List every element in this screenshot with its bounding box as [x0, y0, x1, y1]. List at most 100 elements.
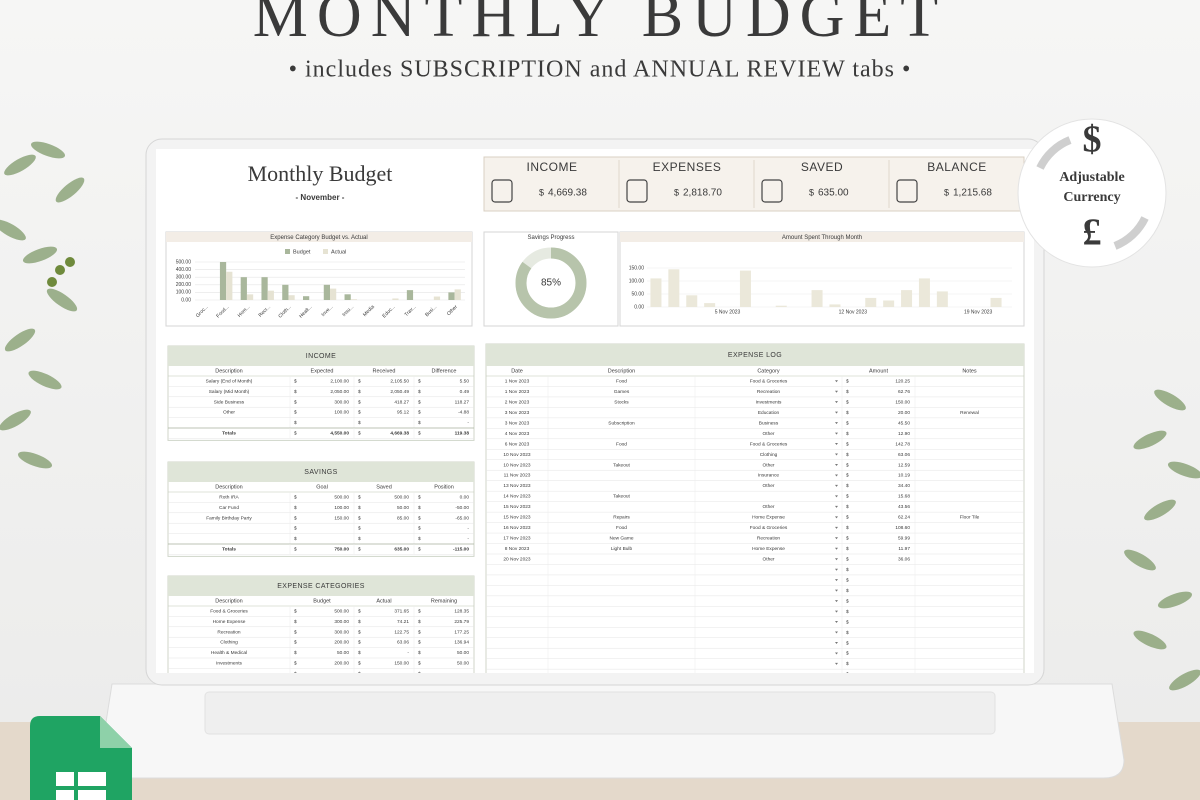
table-cell: Insurance [758, 473, 779, 479]
currency-symbol: $ [358, 505, 361, 511]
table-cell: Car Fund [219, 505, 239, 511]
table-cell: Totals [222, 546, 236, 552]
bar [226, 271, 233, 300]
table-cell: 750.00 [334, 546, 349, 552]
table-title-bar [168, 462, 474, 482]
table-cell: 150.00 [334, 515, 349, 521]
currency-symbol: $ [358, 671, 361, 677]
bar [865, 297, 877, 307]
table-cell: 14 Nov 2023 [503, 494, 531, 500]
currency-symbol: $ [294, 526, 297, 532]
leaf [4, 154, 36, 176]
currency-symbol: $ [418, 629, 421, 635]
currency-symbol: $ [294, 608, 297, 614]
currency-symbol: $ [846, 399, 849, 405]
currency-symbol: $ [418, 515, 421, 521]
currency-symbol: $ [846, 389, 849, 395]
table-cell: Recreation [757, 536, 781, 542]
table-cell: 635.00 [394, 546, 409, 552]
badge-symbol: £ [1083, 212, 1102, 254]
currency-symbol: $ [418, 410, 421, 416]
table-title: EXPENSE LOG [728, 352, 782, 359]
table-cell: 225.79 [454, 619, 469, 625]
table-cell: 4 Nov 2023 [505, 431, 530, 437]
y-tick-label: 300.00 [176, 275, 192, 281]
currency-symbol: $ [846, 598, 849, 604]
table-cell: Side Business [214, 399, 245, 405]
column-header: Notes [962, 368, 977, 374]
table-cell: 63.06 [898, 452, 910, 458]
olive [55, 265, 65, 275]
table-cell: 418.27 [394, 399, 409, 405]
table-cell: Other [763, 504, 775, 510]
currency-symbol: $ [418, 650, 421, 656]
chart-box [165, 231, 473, 327]
dropdown-arrow [835, 631, 838, 634]
dropdown-arrow [835, 600, 838, 603]
table-cell: Food & Groceries [750, 379, 788, 385]
currency-symbol: $ [418, 420, 421, 426]
table-cell: Takeout [613, 494, 630, 500]
currency-symbol: $ [846, 672, 849, 678]
leaf [1133, 630, 1167, 650]
bar [433, 296, 441, 300]
column-header: Date [511, 368, 523, 374]
olive [47, 277, 57, 287]
summary-icon [491, 179, 513, 203]
bar [246, 294, 254, 300]
table-cell: Recreation [217, 629, 241, 635]
table-cell: 150.00 [895, 399, 910, 405]
bar [990, 297, 1002, 307]
currency-symbol: $ [846, 525, 849, 531]
dropdown-arrow [835, 380, 838, 383]
leaf [1124, 549, 1156, 571]
currency-symbol: $ [846, 567, 849, 573]
x-tick-label: 19 Nov 2023 [964, 309, 993, 315]
currency-symbol: $ [846, 515, 849, 521]
leaf [55, 177, 85, 203]
icon-fold [100, 716, 132, 748]
table-title-bar [486, 344, 1024, 366]
column-header: Description [215, 598, 243, 604]
chart-box [619, 231, 1025, 327]
legend-swatch [323, 249, 328, 254]
leaf [17, 451, 53, 469]
table-cell: 3 Nov 2023 [505, 420, 530, 426]
table-cell: 500.00 [334, 494, 349, 500]
currency-symbol: $ [846, 546, 849, 552]
currency-symbol: $ [846, 431, 849, 437]
table-cell: 128.35 [454, 608, 469, 614]
y-tick-label: 500.00 [176, 259, 192, 265]
table-cell: Home Expense [752, 515, 785, 521]
dropdown-arrow [835, 547, 838, 550]
currency-symbol: $ [294, 410, 297, 416]
bar [288, 295, 295, 300]
legend-label: Actual [331, 249, 346, 255]
chart-title: Expense Category Budget vs. Actual [270, 235, 367, 241]
currency-symbol: $ [418, 378, 421, 384]
table-cell: Totals [222, 430, 236, 436]
currency-symbol: $ [358, 399, 361, 405]
table-cell: 108.60 [895, 525, 910, 531]
summary-currency: $ [674, 187, 679, 197]
currency-symbol: $ [846, 630, 849, 636]
currency-symbol: $ [358, 536, 361, 542]
currency-symbol: $ [358, 526, 361, 532]
table-cell: 10.19 [898, 473, 910, 479]
table-cell: 8 Nov 2023 [505, 546, 530, 552]
currency-symbol: $ [358, 378, 361, 384]
summary-icon [626, 179, 648, 203]
table-cell: 119.38 [455, 430, 470, 436]
bar [650, 278, 662, 307]
currency-symbol: $ [418, 640, 421, 646]
currency-symbol: $ [358, 420, 361, 426]
table-cell: Salary (Mid Month) [209, 389, 250, 395]
table-cell: Salary (End of Month) [206, 378, 253, 384]
bar [448, 292, 455, 300]
table-cell: 200.00 [334, 640, 349, 646]
currency-symbol: $ [418, 494, 421, 500]
currency-symbol: $ [846, 504, 849, 510]
y-tick-label: 0.00 [181, 297, 191, 303]
column-header: Remaining [431, 598, 457, 604]
leaf [1133, 430, 1167, 450]
